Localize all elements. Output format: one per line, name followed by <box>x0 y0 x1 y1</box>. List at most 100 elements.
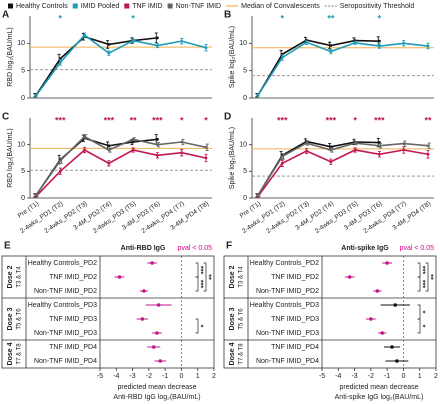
significance-label: *** <box>197 280 204 288</box>
series-line <box>257 149 429 197</box>
y-axis-label: RBD log₂(BAU/mL) <box>7 27 14 87</box>
x-tick-label: -4 <box>335 373 341 380</box>
significance-label: *** <box>152 115 163 125</box>
significance-label: ** <box>427 274 434 280</box>
series-line <box>257 39 380 96</box>
significance-label: * <box>59 13 63 23</box>
significance-label: * <box>378 13 382 23</box>
panel-label: D <box>224 112 231 123</box>
axis <box>29 118 212 199</box>
point <box>156 36 159 40</box>
x-axis-label: Anti-spike IgG log₂(BAU/mL) <box>335 394 424 401</box>
x-tick-label: 0 <box>179 373 183 380</box>
group-label: Dose 4 <box>7 342 14 365</box>
significance-label: * <box>353 115 357 125</box>
x-tick-label: 2-4wks_PD3 (T5) <box>314 200 359 235</box>
panel-label: F <box>226 241 232 252</box>
group-sublabel: T3 & T4 <box>17 266 23 288</box>
pval-note: pval < 0.05 <box>400 245 435 252</box>
significance-bracket <box>417 318 421 334</box>
group-sublabel: T5 & T6 <box>17 308 23 330</box>
point <box>426 152 430 156</box>
point <box>58 61 62 64</box>
point <box>353 41 357 45</box>
point <box>353 148 357 152</box>
significance-label: * <box>197 325 204 328</box>
row-label: TNF IMID_PD4 <box>49 344 97 351</box>
legend-swatch <box>167 3 173 9</box>
point <box>107 144 111 148</box>
point <box>280 56 284 59</box>
group-sublabel: T3 & T4 <box>239 266 245 288</box>
point <box>34 193 38 197</box>
point <box>305 40 308 44</box>
point <box>329 148 333 152</box>
point <box>180 140 184 144</box>
significance-label: * <box>204 115 208 125</box>
legend-swatch <box>124 3 130 9</box>
estimate <box>390 345 394 349</box>
x-tick-label: 2-4wks_PD2 (T3) <box>265 200 310 235</box>
pval-note: pval < 0.05 <box>178 245 213 252</box>
point <box>329 160 333 164</box>
point <box>156 153 159 157</box>
series-line <box>35 137 158 196</box>
legend-label: Healthy Controls <box>16 3 68 10</box>
estimate <box>142 289 146 293</box>
point <box>256 93 260 97</box>
x-axis-label: predicted mean decrease <box>340 384 419 391</box>
estimate <box>375 289 380 293</box>
significance-label: * <box>131 13 135 23</box>
point <box>280 161 284 165</box>
panel-label: A <box>2 10 9 21</box>
x-tick-label: -4 <box>113 373 119 380</box>
point <box>426 44 430 48</box>
point <box>305 149 308 153</box>
point <box>402 148 406 152</box>
row-label: Non-TNF IMID_PD2 <box>256 288 319 295</box>
series-line <box>35 149 207 197</box>
group-sublabel: T5 & T6 <box>239 308 245 330</box>
panel-label: B <box>224 10 231 21</box>
point <box>131 137 135 141</box>
point <box>156 143 159 147</box>
series-line <box>35 135 207 196</box>
series-line <box>35 35 158 96</box>
point <box>256 193 260 197</box>
y-tick-label: 10 <box>17 142 25 149</box>
significance-label: *** <box>104 115 115 125</box>
x-tick-label: 2-4wks_PD2 (T3) <box>43 200 88 235</box>
estimate <box>155 331 159 335</box>
row-label: Non-TNF IMID_PD2 <box>34 288 97 295</box>
legend-label: Seropositivity Threshold <box>340 3 415 10</box>
x-axis-label: Anti-RBD IgG log₂(BAU/mL) <box>113 394 200 401</box>
legend-label: Non-TNF IMID <box>176 3 222 10</box>
point <box>131 39 135 42</box>
y-tick-label: 10 <box>239 40 247 47</box>
legend-swatch <box>8 3 13 9</box>
group-label: Dose 2 <box>7 265 14 288</box>
estimate <box>393 303 398 307</box>
point <box>378 144 381 148</box>
y-tick-label: 5 <box>243 68 247 75</box>
y-tick-label: 0 <box>243 195 247 202</box>
series-line <box>257 41 429 96</box>
point <box>83 135 86 139</box>
x-tick-label: -5 <box>319 373 325 380</box>
estimate <box>140 317 145 321</box>
significance-bracket <box>425 262 429 292</box>
significance-label: *** <box>419 280 426 288</box>
x-tick-label: 2 <box>434 373 438 380</box>
axis <box>251 118 434 199</box>
point <box>180 39 184 43</box>
point <box>378 39 381 43</box>
point <box>156 44 159 47</box>
y-tick-label: 10 <box>17 40 25 47</box>
x-tick-label: -2 <box>368 373 374 380</box>
estimate <box>395 359 399 363</box>
y-tick-label: 10 <box>239 142 247 149</box>
point <box>58 169 62 173</box>
x-tick-label: 2-4wks_PD4 (T7) <box>140 200 185 235</box>
row-label: Non-TNF IMID_PD3 <box>34 330 97 337</box>
